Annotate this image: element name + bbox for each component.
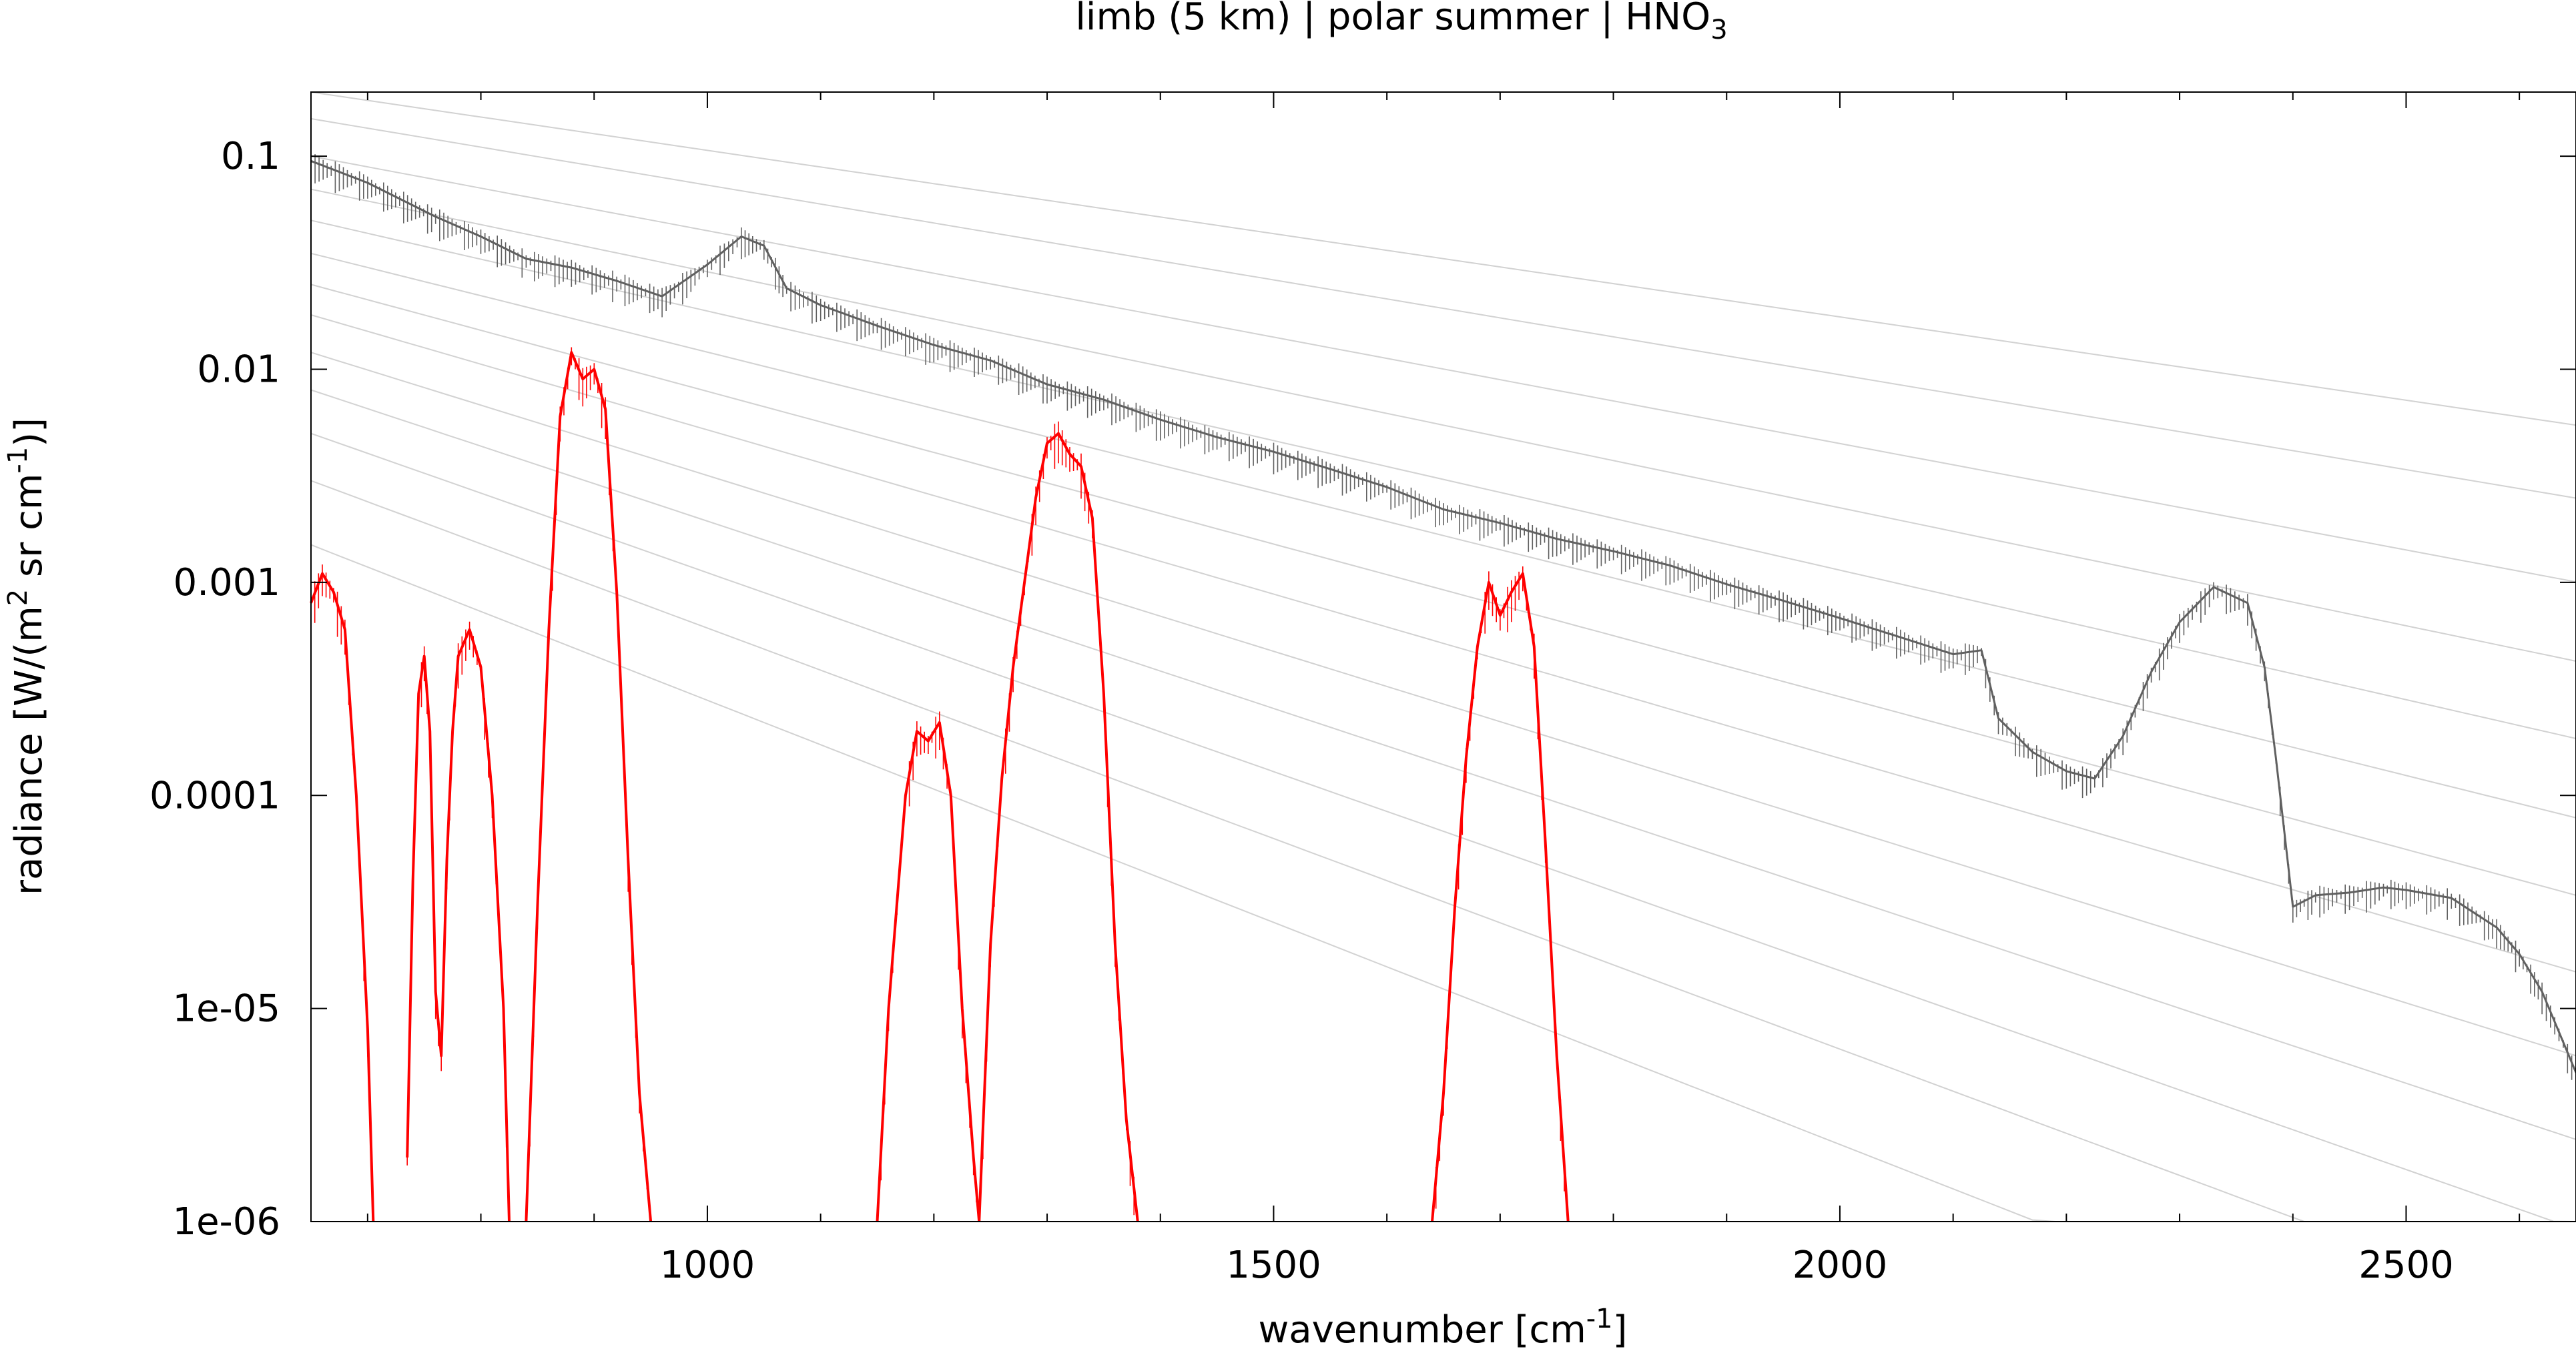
x-tick-label: 2500 xyxy=(2358,1244,2454,1287)
plot-frame xyxy=(310,91,2576,1222)
reference-curve xyxy=(310,91,2576,426)
x-axis-label: wavenumber [cm-1] xyxy=(1258,1304,1627,1352)
reference-curve xyxy=(310,219,2576,739)
y-tick-label: 0.001 xyxy=(174,561,280,604)
y-axis-label: radiance [W/(m2 sr cm-1)] xyxy=(3,418,51,895)
reference-curve xyxy=(310,389,2576,1140)
reference-curve xyxy=(310,284,2576,896)
chart-title: limb (5 km) | polar summer | HNO3 xyxy=(1075,0,1727,45)
x-tick-label: 1000 xyxy=(660,1244,755,1287)
reference-curve xyxy=(310,544,2191,1222)
y-tick-label: 0.0001 xyxy=(149,774,280,817)
reference-curve xyxy=(310,188,2576,662)
x-tick-label: 1500 xyxy=(1226,1244,1321,1287)
y-tick-label: 0.01 xyxy=(197,348,280,392)
hno3_band_2-spikes xyxy=(406,621,507,1166)
x-tick-labels: 1000 1500 2000 2500 xyxy=(660,1244,2454,1287)
reference-curve xyxy=(310,252,2576,819)
y-tick-labels: 0.1 0.01 0.001 0.0001 1e-05 1e-06 xyxy=(149,135,280,1244)
hno3_band_5-spikes xyxy=(978,421,1135,1222)
total-radiance-series xyxy=(310,154,2576,1080)
hno3-radiance-series xyxy=(310,347,1570,1222)
tick-marks xyxy=(311,92,2576,1222)
reference-curve xyxy=(310,352,2576,1057)
y-tick-label: 0.1 xyxy=(221,135,280,178)
reference-curves xyxy=(310,91,2576,1222)
hno3_band_3-line xyxy=(525,351,653,1222)
reference-curve xyxy=(310,480,2463,1222)
hno3_band_6-spikes xyxy=(1431,566,1565,1222)
reference-curve xyxy=(310,314,2576,973)
hno3_band_3-spikes xyxy=(525,347,648,1222)
x-tick-label: 2000 xyxy=(1793,1244,1888,1287)
reference-curve xyxy=(310,117,2576,499)
reference-curve xyxy=(310,432,2576,1222)
reference-curve xyxy=(310,155,2576,583)
hno3_band_4-spikes xyxy=(876,711,977,1222)
y-tick-label: 1e-05 xyxy=(172,987,280,1031)
y-tick-label: 1e-06 xyxy=(172,1200,280,1244)
